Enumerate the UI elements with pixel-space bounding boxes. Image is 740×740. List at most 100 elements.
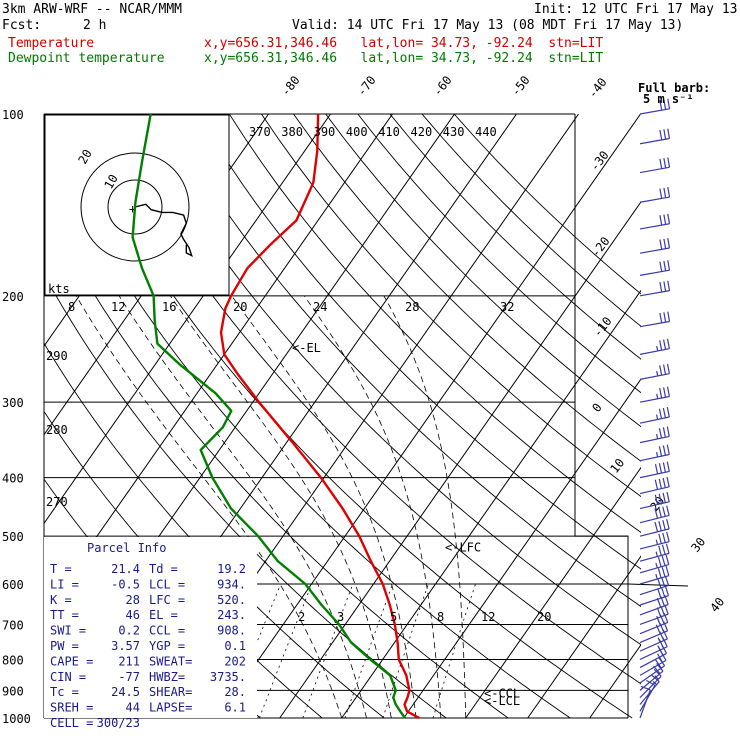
wind-barb-flag [663,364,667,375]
wind-barb-flag [666,338,670,349]
parcel-value: 934. [217,577,246,591]
dry-adiabat-line [228,114,641,534]
wind-barb-flag [658,408,663,419]
isotherm-line [44,114,331,525]
wind-barb-flag [658,533,662,544]
pressure-tick-label: 900 [2,684,24,698]
wind-barb [639,668,662,698]
ccl-marker: <-CCL [484,687,520,701]
wind-barb-flag [665,543,670,554]
isotherm-line [465,466,641,719]
wind-barb-flag [666,386,670,397]
wind-barb-staff [639,137,670,145]
wind-barb-flag [666,505,670,516]
wind-barb-half-flag [656,414,659,420]
wind-barb [639,644,668,669]
wind-barb-half-flag [656,433,659,440]
wind-barb-flag [665,554,670,565]
wind-barb-staff [639,541,670,550]
wind-barb-staff [639,638,668,652]
temperature-line [219,114,420,719]
pressure-tick-label: 500 [2,530,24,544]
wind-barb-flag [659,239,663,250]
speed-tick-label: 12 [111,300,125,314]
forecast-hour: 2 h [83,18,107,33]
valid-time: Valid: 14 UTC Fri 17 May 13 (08 MDT Fri … [292,18,684,33]
wind-barb-flag [658,478,662,489]
mixing-ratio-label: 8 [437,610,444,624]
parcel-key: TT = [50,608,79,622]
wind-barb-staff [639,584,669,596]
el-marker: <-EL [292,341,321,355]
wind-barb-flag [658,463,663,474]
lower-frame-edge [627,583,689,587]
theta-label: 440 [475,125,497,139]
mixing-ratio-line [259,583,313,719]
parcel-key: CAPE = [50,654,93,668]
isotherm-line [279,201,641,719]
wind-barb-flag [658,521,662,532]
wind-barb-flag [662,445,666,456]
wind-barb-flag [654,521,659,532]
wind-barb-staff [639,269,670,276]
theta-label: 390 [314,125,336,139]
theta-label: 410 [378,125,400,139]
parcel-key: LCL = [149,577,185,591]
temperature-legend: Temperature [8,36,95,51]
wind-barb-flag [659,129,663,141]
wind-barb [639,554,670,574]
parcel-info-box: Parcel Info T = 21.4 Td = 19.2 LI = -0.5 LCL = 9… [44,537,257,730]
dry-adiabat-line [44,202,509,719]
wind-barb-flag [656,607,662,618]
dry-adiabat-line [453,114,641,295]
parcel-key: YGP = [149,639,185,653]
parcel-value: 21.4 [111,562,140,576]
dry-adiabat-label: 270 [46,495,68,509]
parcel-value: 6.1 [224,701,246,715]
wind-barb-flag [654,494,659,505]
wind-barb-staff [639,166,670,174]
parcel-value: -0.5 [111,577,140,591]
wind-barb-flag [660,605,665,616]
wind-barb-flag [662,492,666,503]
wind-barb-flag [667,311,671,322]
dewpoint-location: x,y=656.31,346.46 lat,lon= 34.73, -92.24… [204,51,604,66]
init-time: Init: 12 UTC Fri 17 May 13 [534,2,738,17]
wind-barb-half-flag [655,539,659,545]
parcel-key: CELL = [50,716,93,730]
dry-adiabat-line [196,114,641,570]
wind-barb-flag [663,187,667,198]
wind-barb-flag [659,215,663,226]
wind-barb [639,128,671,145]
wind-barb [639,604,669,626]
speed-tick-label: 24 [313,300,327,314]
parcel-key: Tc = [50,685,79,699]
parcel-key: SWI = [50,624,86,638]
model-title: 3km ARW-WRF -- NCAR/MMM [2,2,183,17]
isotherm-line [527,555,641,719]
wind-barb-flag [653,668,662,677]
wind-barb [639,543,670,562]
hodograph-ring-label: 10 [101,172,120,192]
wind-barb-staff [639,320,670,328]
wind-barb-flag [667,280,671,291]
wind-barb-flag [663,339,667,350]
wind-barb-staff [639,416,670,424]
dry-adiabat-line [132,114,641,646]
wind-barb-flag [662,427,666,438]
wind-barb-staff [639,196,670,203]
hodograph-origin: + [129,202,136,216]
wind-barb-flag [667,128,671,139]
wind-barb [639,461,670,479]
wind-barb-flag [664,604,669,615]
wind-barb-flag [659,158,663,169]
wind-barb-flag [662,477,666,488]
wind-barb-flag [657,568,662,579]
parcel-key: EL = [149,608,178,622]
wind-barb-flag [667,98,671,109]
wind-barb [639,237,671,254]
theta-label: 400 [346,125,368,139]
wind-barb-flag [659,261,663,272]
wind-barb-half-flag [655,562,658,569]
wind-barb-staff [639,621,669,635]
